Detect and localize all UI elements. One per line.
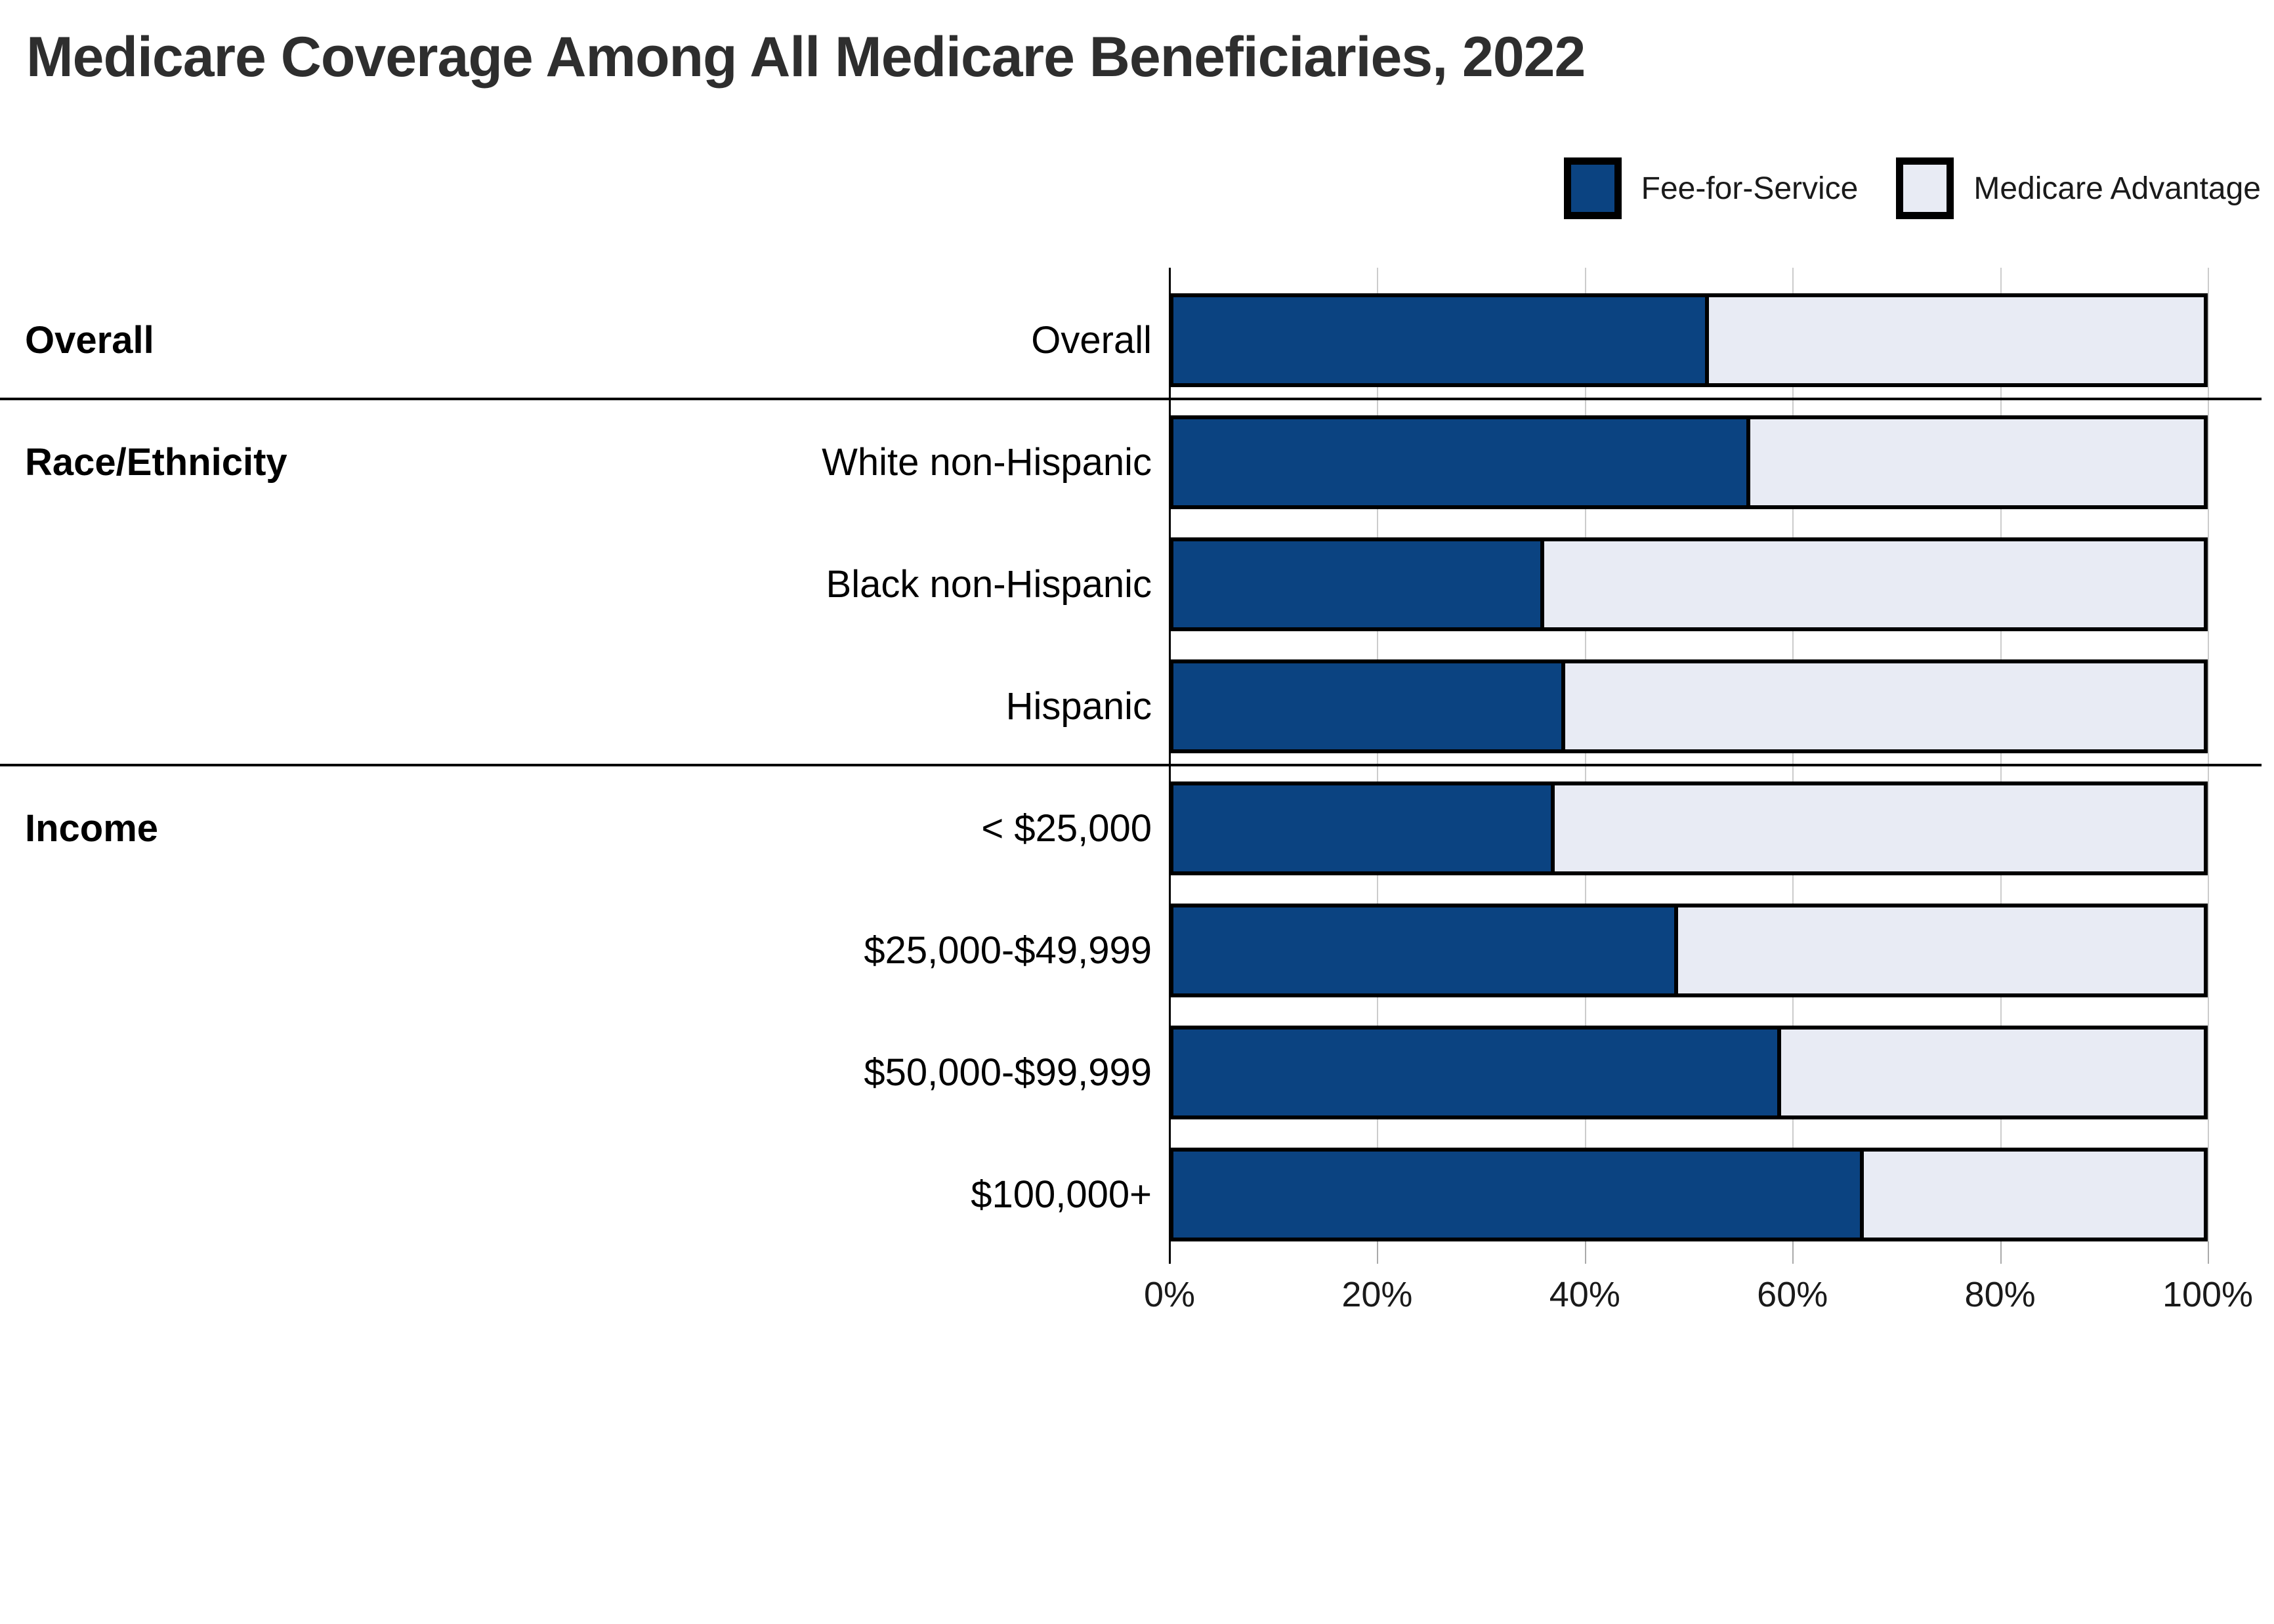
legend: Fee-for-Service Medicare Advantage <box>1563 157 2261 219</box>
gridline-40% <box>1584 268 1586 1241</box>
x-tick-label: 100% <box>2162 1275 2254 1314</box>
section-header-overall: Overall <box>25 319 154 362</box>
x-tick-label: 40% <box>1549 1275 1620 1314</box>
medicare-advantage-swatch-icon <box>1896 157 1954 219</box>
fee-for-service-swatch-icon <box>1563 157 1622 219</box>
tick-40% <box>1584 1241 1586 1264</box>
row-label: $25,000-$49,999 <box>864 929 1152 972</box>
section-divider <box>0 398 2262 400</box>
chart-title: Medicare Coverage Among All Medicare Ben… <box>26 26 1586 89</box>
tick-60% <box>1792 1241 1794 1264</box>
x-tick-label: 80% <box>1964 1275 2036 1314</box>
gridline-80% <box>2000 268 2002 1241</box>
bar-black-non-hispanic[interactable] <box>1169 537 2208 631</box>
bar--100-000-[interactable] <box>1169 1148 2208 1241</box>
row-label: White non-Hispanic <box>822 441 1152 484</box>
bar--25-000-49-999[interactable] <box>1169 904 2208 997</box>
fee-for-service-segment[interactable] <box>1173 1152 1864 1238</box>
row-label: $50,000-$99,999 <box>864 1051 1152 1094</box>
fee-for-service-segment[interactable] <box>1173 541 1545 627</box>
tick-100% <box>2208 1241 2209 1264</box>
tick-80% <box>2000 1241 2002 1264</box>
legend-item-medicare-advantage[interactable]: Medicare Advantage <box>1896 157 2261 219</box>
bar--25-000[interactable] <box>1169 781 2208 875</box>
section-divider <box>0 764 2262 766</box>
fee-for-service-segment[interactable] <box>1173 663 1565 749</box>
legend-label-medicare-advantage: Medicare Advantage <box>1973 171 2261 206</box>
gridline-20% <box>1377 268 1379 1241</box>
section-header-race-ethnicity: Race/Ethnicity <box>25 441 287 484</box>
bar--50-000-99-999[interactable] <box>1169 1026 2208 1119</box>
legend-label-fee-for-service: Fee-for-Service <box>1641 171 1859 206</box>
row-label: < $25,000 <box>981 807 1152 850</box>
bar-white-non-hispanic[interactable] <box>1169 415 2208 509</box>
tick-20% <box>1377 1241 1379 1264</box>
fee-for-service-segment[interactable] <box>1173 907 1679 993</box>
fee-for-service-segment[interactable] <box>1173 419 1751 505</box>
row-label: Overall <box>1031 319 1152 362</box>
fee-for-service-segment[interactable] <box>1173 785 1555 871</box>
bar-overall[interactable] <box>1169 293 2208 387</box>
fee-for-service-segment[interactable] <box>1173 1030 1782 1115</box>
bar-hispanic[interactable] <box>1169 659 2208 753</box>
x-tick-label: 20% <box>1341 1275 1413 1314</box>
gridline-100% <box>2208 268 2209 1241</box>
x-tick-label: 60% <box>1757 1275 1828 1314</box>
gridline-60% <box>1792 268 1794 1241</box>
section-header-income: Income <box>25 807 159 850</box>
row-label: Black non-Hispanic <box>826 563 1152 606</box>
legend-item-fee-for-service[interactable]: Fee-for-Service <box>1563 157 1859 219</box>
fee-for-service-segment[interactable] <box>1173 297 1710 383</box>
row-label: $100,000+ <box>971 1173 1152 1216</box>
row-label: Hispanic <box>1005 685 1152 728</box>
x-tick-label: 0% <box>1143 1275 1196 1314</box>
